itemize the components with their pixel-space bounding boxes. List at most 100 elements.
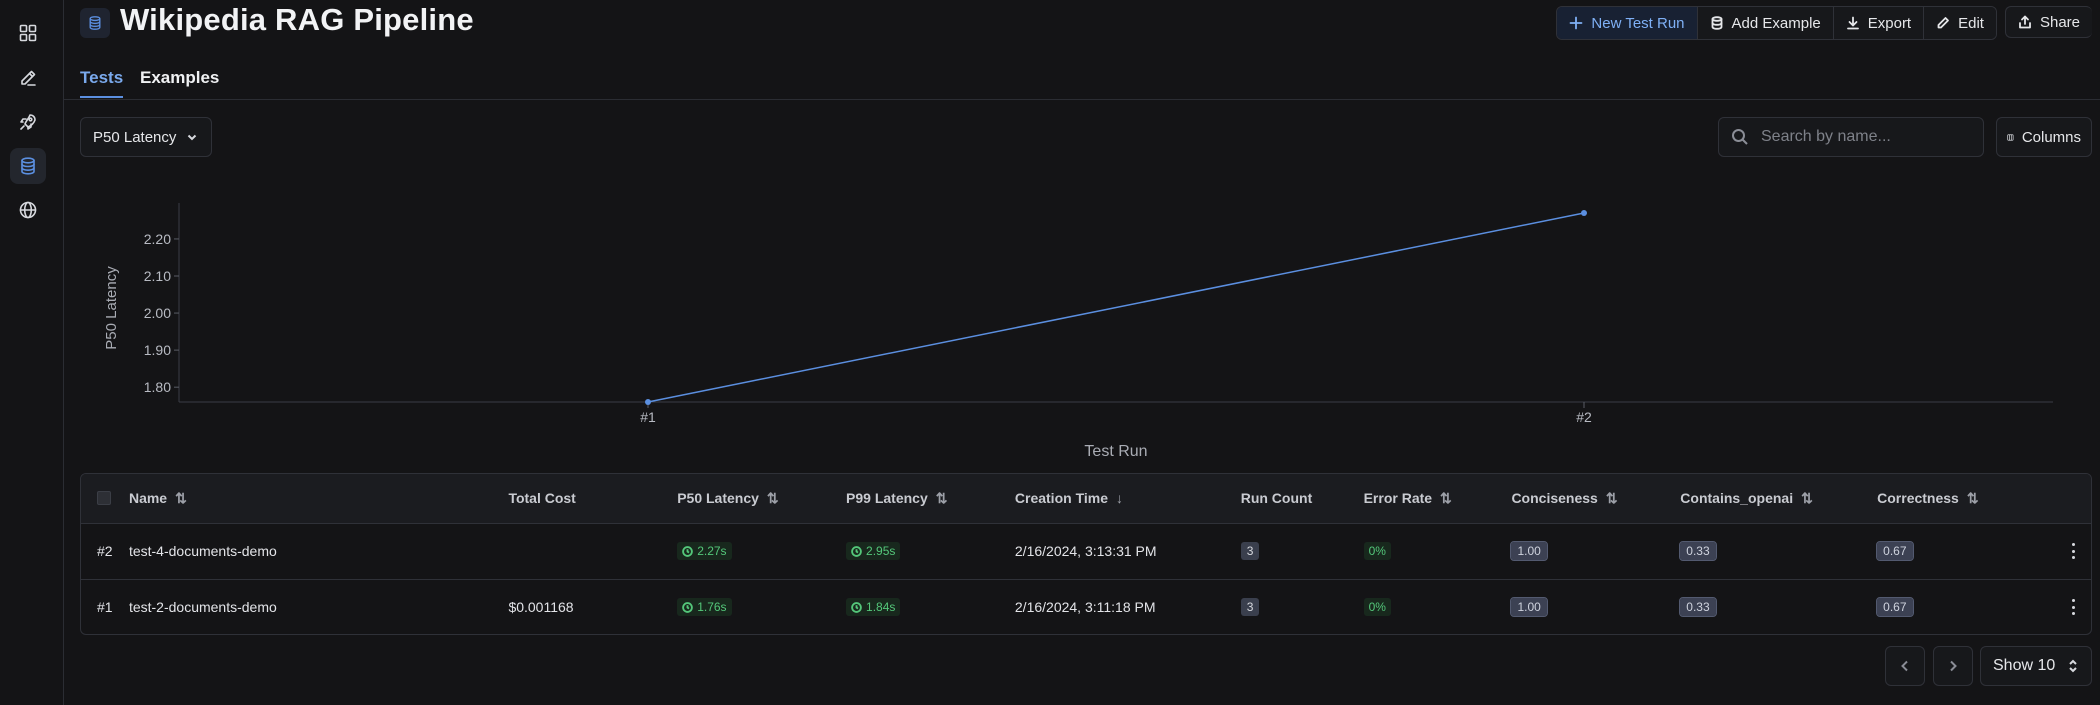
rail-item-hub[interactable]: [10, 192, 46, 228]
rail-item-annotate[interactable]: [10, 60, 46, 96]
contains-openai-badge: 0.33: [1679, 597, 1717, 618]
rocket-icon: [20, 114, 36, 130]
y-tick-label: 2.20: [144, 231, 171, 247]
sort-icon[interactable]: ⇅: [935, 489, 948, 506]
header-name-label: Name: [128, 489, 168, 506]
action-button-group: New Test Run Add Example Export Edit: [1556, 6, 1997, 40]
pen-icon: [21, 70, 36, 86]
columns-icon: [2007, 133, 2014, 141]
p50-latency-pill: 2.27s: [677, 542, 732, 560]
header-run-count: Run Count: [1241, 474, 1364, 523]
row-correctness-cell: 0.67: [1876, 579, 2040, 634]
new-test-run-label: New Test Run: [1591, 14, 1685, 32]
share-icon: [2019, 15, 2031, 29]
test-runs-table: Name ⇅ Total Cost P50 Latency ⇅ P99 Latenc…: [80, 473, 2092, 635]
sort-icon[interactable]: ⇅: [175, 489, 187, 506]
metric-select[interactable]: P50 Latency: [80, 117, 212, 157]
arrow-down-icon[interactable]: ↓: [1116, 490, 1123, 507]
sort-icon[interactable]: ⇅: [1966, 489, 1979, 506]
header-contains-openai[interactable]: Contains_openai ⇅: [1680, 474, 1877, 523]
header-conciseness-label: Conciseness: [1511, 489, 1598, 506]
chevron-left-icon: [1901, 660, 1908, 672]
x-tick-label: #1: [640, 409, 656, 425]
y-axis-label: P50 Latency: [103, 266, 120, 350]
header-correctness-label: Correctness: [1877, 489, 1959, 506]
tab-bar: Tests Examples: [64, 62, 2100, 100]
conciseness-badge: 1.00: [1510, 541, 1548, 561]
header-conciseness[interactable]: Conciseness ⇅: [1511, 474, 1680, 523]
run-count-badge: 3: [1240, 598, 1260, 617]
database-icon: [1711, 16, 1722, 30]
edit-button[interactable]: Edit: [1924, 7, 1996, 39]
export-button[interactable]: Export: [1833, 7, 1925, 39]
y-tick-label: 2.00: [144, 305, 171, 321]
header-contains-openai-label: Contains_openai: [1680, 489, 1794, 506]
clock-icon: [682, 545, 694, 557]
table-row[interactable]: #1 test-2-documents-demo $0.001168 1.76s…: [81, 579, 2091, 634]
row-p50-cell: 2.27s: [677, 523, 846, 579]
latency-chart: 1.80 1.90 2.00 2.10 2.20 #1 #2 P50 Latency Test …: [80, 190, 2100, 470]
header-correctness[interactable]: Correctness ⇅: [1877, 474, 2040, 523]
sort-icon[interactable]: ⇅: [1440, 489, 1452, 506]
sort-icon[interactable]: ⇅: [766, 489, 779, 506]
next-page-button[interactable]: [1933, 646, 1973, 686]
new-test-run-button[interactable]: New Test Run: [1557, 7, 1698, 39]
y-tick-label: 1.90: [144, 342, 171, 358]
page-size-select[interactable]: Show 10: [1980, 646, 2092, 686]
sort-icon[interactable]: ⇅: [1801, 489, 1813, 506]
globe-icon: [19, 201, 37, 219]
run-count-badge: 3: [1240, 542, 1260, 560]
p50-value: 2.27s: [697, 544, 727, 558]
header-name[interactable]: Name ⇅: [129, 474, 508, 523]
rail-item-deploy[interactable]: [10, 104, 46, 140]
columns-button[interactable]: Columns: [1996, 117, 2092, 157]
row-id: #1: [97, 599, 113, 616]
header-creation-time[interactable]: Creation Time ↓: [1015, 474, 1241, 523]
row-name[interactable]: test-4-documents-demo: [128, 543, 277, 559]
page-size-value: Show 10: [1993, 657, 2056, 674]
tab-tests[interactable]: Tests: [80, 68, 124, 98]
data-point: [1581, 210, 1587, 216]
sort-icon[interactable]: ⇅: [1605, 489, 1618, 506]
database-icon: [21, 157, 35, 175]
rail-item-dashboard[interactable]: [10, 15, 46, 51]
row-p99-cell: 2.95s: [846, 523, 1015, 579]
tab-examples[interactable]: Examples: [140, 68, 220, 87]
rail-item-datasets[interactable]: [10, 148, 46, 184]
x-axis-label: Test Run: [1084, 443, 1147, 460]
share-label: Share: [2039, 13, 2080, 31]
header-actions: [2040, 474, 2091, 523]
table-header-row: Name ⇅ Total Cost P50 Latency ⇅ P99 Latenc…: [81, 474, 2091, 523]
p99-value: 1.84s: [866, 600, 896, 615]
grid-icon: [19, 24, 37, 42]
row-name[interactable]: test-2-documents-demo: [128, 599, 277, 616]
p99-value: 2.95s: [866, 544, 896, 558]
row-run-count-cell: 3: [1240, 579, 1364, 634]
row-run-count-cell: 3: [1240, 523, 1364, 579]
row-p99-cell: 1.84s: [846, 579, 1015, 634]
row-creation-time: 2/16/2024, 3:11:18 PM: [1014, 599, 1156, 616]
add-example-button[interactable]: Add Example: [1697, 7, 1834, 39]
header-p50[interactable]: P50 Latency ⇅: [677, 474, 846, 523]
metric-select-value: P50 Latency: [93, 128, 177, 146]
row-error-rate-cell: 0%: [1363, 579, 1512, 634]
pencil-icon: [1937, 17, 1950, 29]
select-all-checkbox[interactable]: [97, 491, 111, 506]
header-p99[interactable]: P99 Latency ⇅: [846, 474, 1015, 523]
columns-label: Columns: [2021, 128, 2081, 146]
table-row[interactable]: #2 test-4-documents-demo 2.27s 2.95s 2/1…: [81, 523, 2091, 579]
prev-page-button[interactable]: [1885, 646, 1925, 686]
header-error-rate[interactable]: Error Rate ⇅: [1364, 474, 1512, 523]
row-menu-cell: [2040, 523, 2091, 579]
row-contains-openai-cell: 0.33: [1679, 523, 1877, 579]
more-options-icon[interactable]: [2071, 599, 2075, 616]
search-input[interactable]: [1761, 128, 1961, 146]
data-point: [645, 399, 651, 405]
more-options-icon[interactable]: [2071, 543, 2075, 559]
share-button[interactable]: Share: [2004, 6, 2092, 38]
header-p99-label: P99 Latency: [846, 489, 928, 506]
header-total-cost-label: Total Cost: [508, 490, 576, 507]
clock-icon: [851, 545, 862, 557]
latency-chart-svg: 1.80 1.90 2.00 2.10 2.20 #1 #2 P50 Latency Test …: [103, 203, 2053, 460]
